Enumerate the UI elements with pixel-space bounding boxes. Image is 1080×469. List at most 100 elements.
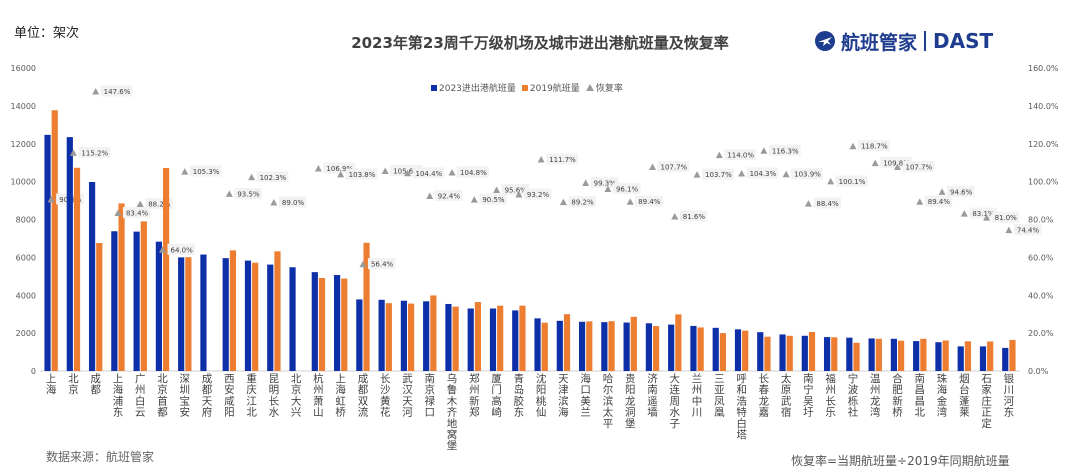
x-tick-label: 长沙黄花 (380, 373, 391, 419)
bar-2019 (541, 322, 548, 371)
rate-label-bg (924, 195, 953, 207)
bar-2019 (764, 336, 771, 371)
rate-marker (582, 179, 590, 186)
rate-label: 102.3% (260, 174, 287, 182)
x-tick-label: 宁波栎社 (848, 372, 859, 419)
bar-2023 (378, 299, 385, 371)
x-tick-label: 杭州萧山 (313, 372, 324, 419)
rate-marker (69, 149, 77, 156)
bar-2019 (608, 321, 615, 371)
bar-2019 (786, 335, 793, 371)
bar-2019 (185, 257, 192, 371)
rate-label: 96.1% (616, 186, 639, 194)
rate-label-bg (947, 185, 975, 197)
rate-marker (693, 171, 701, 178)
rate-label: 83.1% (972, 210, 995, 218)
rate-label-bg (679, 210, 708, 222)
rate-label: 104.3% (750, 170, 777, 178)
rate-label-bg (902, 161, 935, 173)
rate-label-bg (813, 197, 841, 209)
rate-label: 56.4% (371, 261, 394, 269)
x-tick-label: 海口美兰 (580, 372, 591, 419)
x-tick-label: 贵阳龙洞堡 (625, 372, 636, 430)
rate-label-bg (724, 149, 757, 161)
rate-label-bg (991, 211, 1020, 223)
rate-label-bg (367, 258, 396, 270)
bar-2023 (44, 134, 51, 371)
x-tick-label: 三亚凤凰 (714, 373, 725, 419)
bar-2023 (222, 258, 229, 371)
rate-label-bg (122, 207, 151, 219)
rate-label-bg (457, 166, 489, 178)
rate-label: 81.0% (995, 214, 1018, 222)
bar-2019 (51, 110, 58, 371)
y-right-tick-label: 40.0% (1028, 291, 1054, 300)
x-tick-label: 西安咸阳 (224, 373, 235, 419)
bar-2019 (252, 262, 259, 371)
rate-label: 103.7% (705, 171, 732, 179)
bar-2023 (467, 308, 474, 371)
rate-label: 93.5% (237, 190, 260, 198)
bar-2023 (400, 300, 407, 371)
rate-marker (181, 168, 189, 175)
rate-label-bg (590, 176, 619, 188)
bar-2019 (96, 242, 103, 371)
x-tick-label: 成都双流 (358, 373, 369, 419)
rate-label: 106.9% (326, 165, 353, 173)
chart-title: 2023年第23周千万级机场及城市进出港航班量及恢复率 (351, 34, 729, 52)
rate-marker (604, 185, 612, 193)
bar-2019 (898, 340, 905, 371)
bar-2023 (289, 267, 296, 371)
bar-2019 (73, 167, 81, 371)
legend-swatch-2023 (431, 84, 437, 91)
rate-marker (960, 210, 968, 217)
rate-label-bg (612, 183, 641, 195)
bar-2023 (690, 325, 697, 371)
rate-label-bg (278, 196, 307, 208)
x-tick-label: 烟台蓬莱 (959, 372, 970, 419)
rate-label: 147.6% (104, 88, 131, 96)
legend-item-2023: 2023进出港航班量 (431, 81, 516, 94)
y-right-tick-label: 120.0% (1028, 140, 1059, 149)
bar-2023 (244, 260, 252, 371)
bar-2019 (118, 203, 125, 371)
rate-label-bg (791, 168, 823, 180)
rate-label-bg (880, 157, 913, 169)
bar-2023 (356, 299, 363, 371)
rate-label-bg (189, 165, 222, 177)
x-tick-label: 长春龙嘉 (759, 373, 770, 419)
bar-2023 (801, 335, 808, 371)
x-tick-label: 兰州中川 (692, 372, 703, 419)
rate-marker (738, 169, 746, 177)
bar-2019 (875, 338, 882, 371)
rate-label-bg (412, 167, 445, 179)
rate-marker (871, 159, 879, 167)
rate-marker (626, 198, 634, 205)
rate-label-bg (1013, 224, 1042, 236)
x-tick-label: 上海浦东 (113, 373, 124, 419)
y-left-tick-label: 14000 (11, 102, 36, 111)
unit-label: 单位：架次 (14, 26, 80, 41)
bar-2019 (742, 330, 749, 371)
rate-label-bg (345, 168, 378, 180)
bar-2023 (512, 310, 519, 371)
bar-2019 (519, 305, 526, 371)
rate-label-bg (501, 183, 530, 195)
bar-2023 (935, 342, 942, 371)
bar-2019 (964, 341, 972, 371)
x-tick-label: 石家庄正定 (981, 373, 992, 430)
x-tick-label: 北京大兴 (291, 373, 302, 419)
bar-2019 (229, 250, 237, 371)
x-tick-label: 呼和浩特白塔 (736, 373, 747, 441)
rate-marker (359, 260, 367, 268)
rate-marker (159, 246, 166, 253)
legend-label-2019: 2019航班量 (529, 84, 580, 94)
bar-2023 (623, 322, 630, 371)
rate-marker (114, 209, 122, 217)
rate-label: 74.4% (1017, 227, 1040, 235)
rate-marker (92, 87, 100, 95)
rate-label-bg (234, 187, 262, 199)
legend-swatch-2019 (521, 84, 528, 91)
x-tick-label: 南宁吴圩 (803, 372, 814, 419)
rate-label: 89.0% (282, 199, 305, 207)
